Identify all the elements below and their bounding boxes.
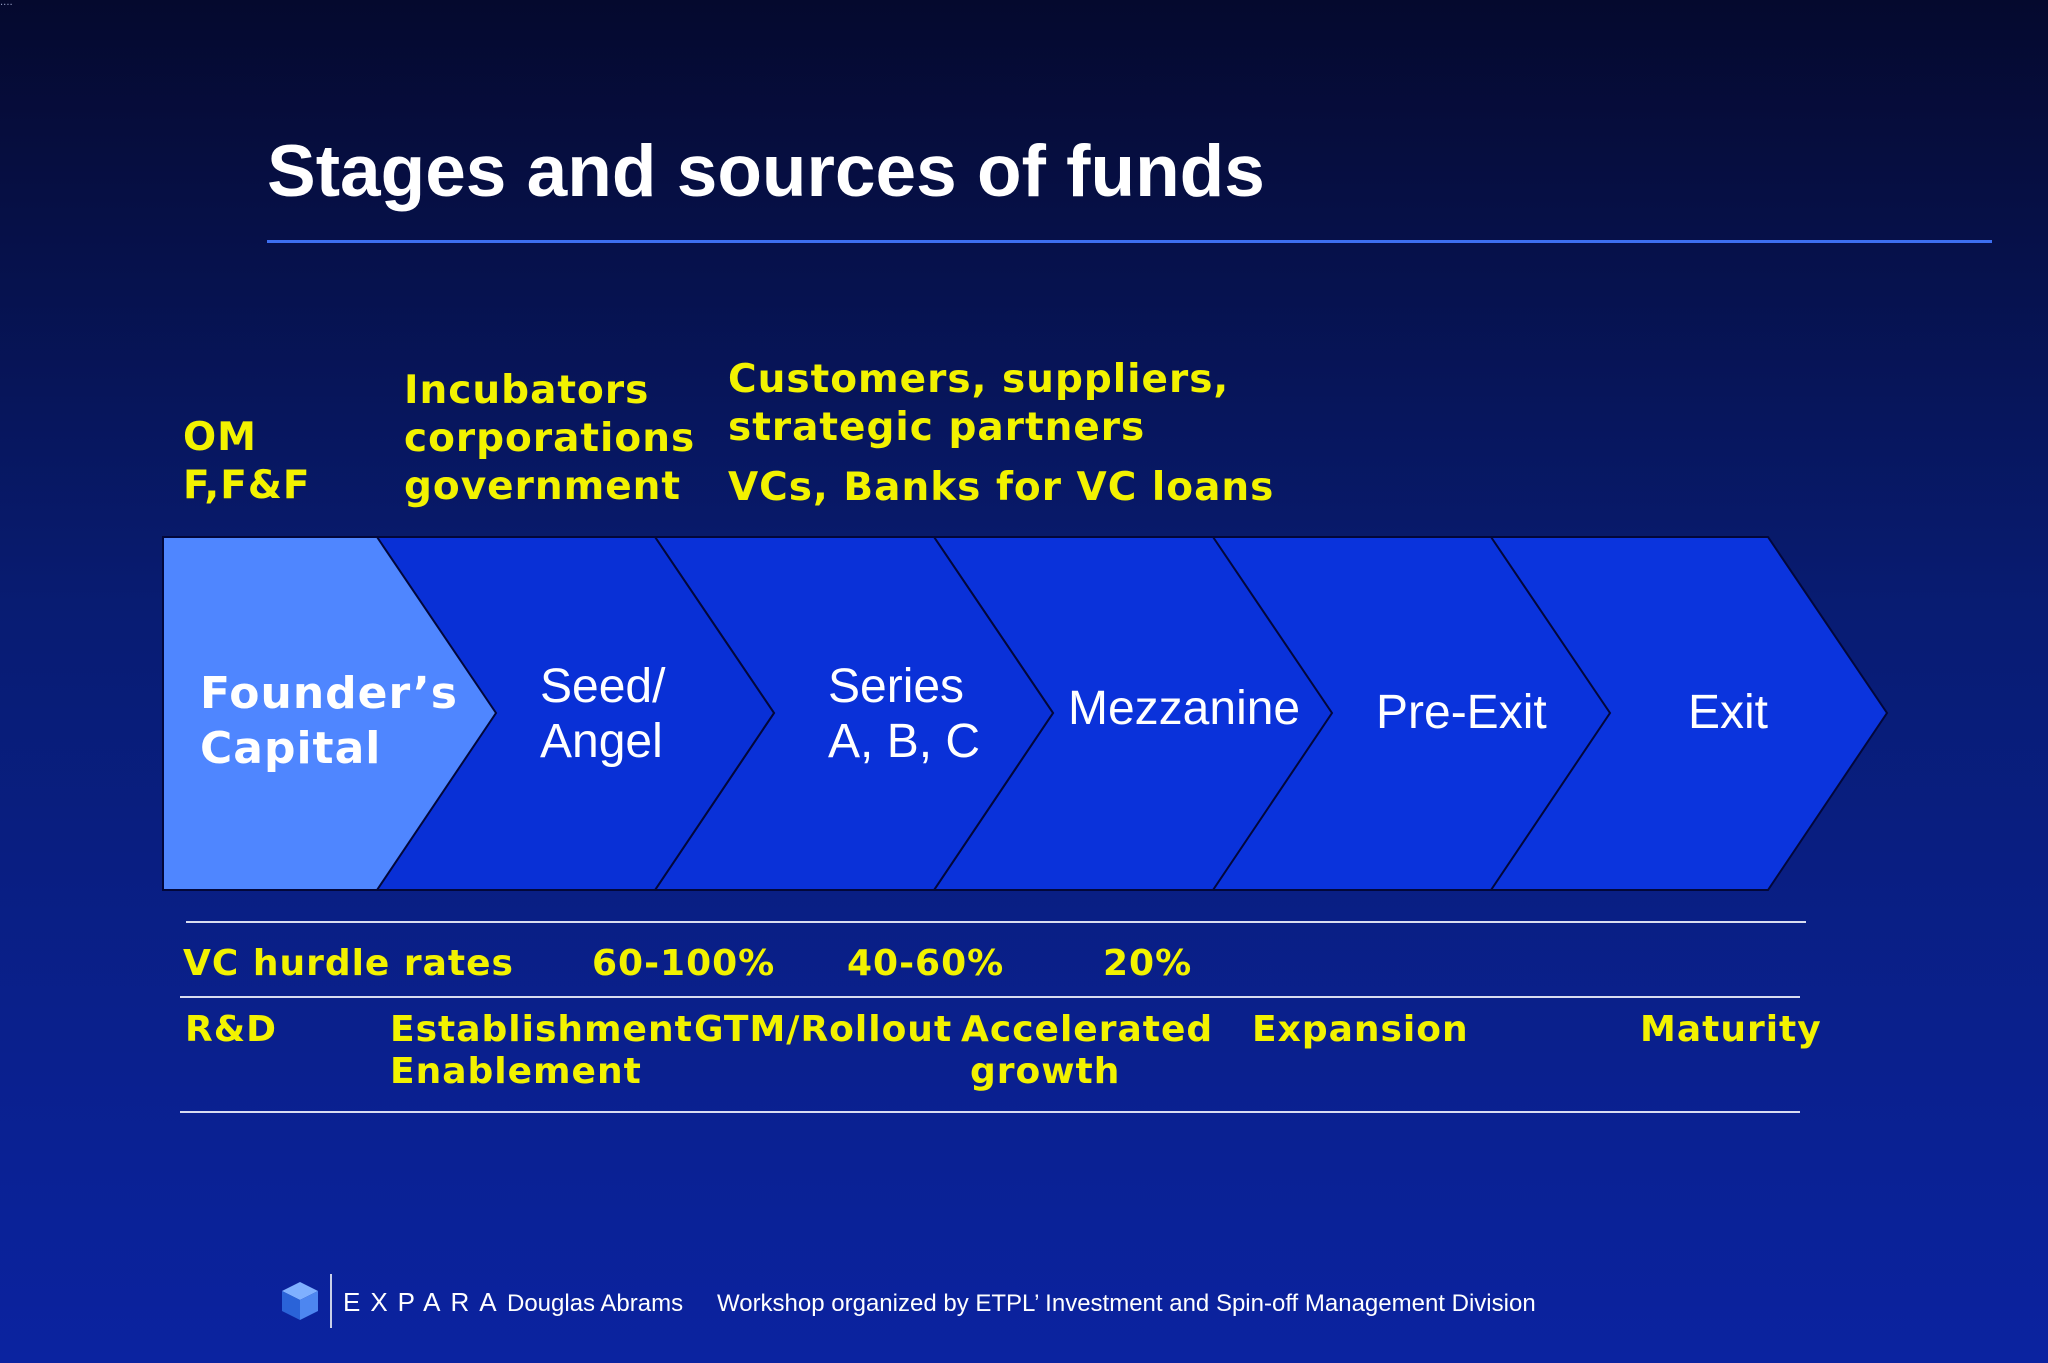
rule-middle bbox=[180, 996, 1800, 998]
phase-maturity: Maturity bbox=[1640, 1009, 1822, 1050]
source-corporations: corporations bbox=[404, 416, 696, 461]
cube-logo-icon bbox=[282, 1282, 318, 1320]
corner-mark: ···· bbox=[0, 0, 13, 11]
source-strategic-partners: strategic partners bbox=[728, 405, 1146, 450]
stage-seed-angel: Seed/ Angel bbox=[540, 659, 665, 769]
phase-establishment-line2: Enablement bbox=[390, 1051, 642, 1092]
phase-rd: R&D bbox=[185, 1009, 277, 1050]
source-incubators: Incubators bbox=[404, 368, 650, 413]
phase-establishment: Establishment Enablement bbox=[390, 1008, 693, 1093]
footer-author: Douglas Abrams bbox=[507, 1290, 684, 1317]
chevron-founders-capital bbox=[162, 536, 498, 891]
stage-founders-line2: Capital bbox=[200, 723, 382, 774]
source-vcs-banks: VCs, Banks for VC loans bbox=[728, 465, 1275, 510]
sources-column-3: Customers, suppliers, strategic partners… bbox=[728, 356, 1274, 512]
sources-column-1: OM F,F&F bbox=[183, 414, 310, 510]
hurdle-rate-mezzanine: 20% bbox=[1103, 943, 1193, 984]
phase-expansion: Expansion bbox=[1252, 1009, 1469, 1050]
hurdle-rate-seed: 60-100% bbox=[592, 943, 776, 984]
phase-gtm: GTM/Rollout bbox=[694, 1009, 953, 1050]
hurdle-rate-series: 40-60% bbox=[847, 943, 1005, 984]
stage-series-line2: A, B, C bbox=[828, 715, 981, 768]
stage-series: Series A, B, C bbox=[828, 659, 980, 769]
rule-top bbox=[186, 921, 1806, 923]
phase-accelerated: Accelerated growth bbox=[961, 1008, 1213, 1093]
phase-establishment-line1: Establishment bbox=[390, 1009, 693, 1050]
stage-pre-exit: Pre-Exit bbox=[1376, 686, 1547, 739]
stage-mezzanine: Mezzanine bbox=[1068, 682, 1301, 735]
footer-divider bbox=[330, 1274, 332, 1328]
stage-exit: Exit bbox=[1688, 686, 1769, 739]
stage-founders-line1: Founder’s bbox=[200, 668, 458, 719]
source-fff: F,F&F bbox=[183, 463, 311, 508]
phase-accelerated-line1: Accelerated bbox=[961, 1009, 1214, 1050]
hurdle-label: VC hurdle rates bbox=[183, 943, 514, 984]
title-underline bbox=[267, 240, 1992, 243]
source-customers: Customers, suppliers, bbox=[728, 357, 1230, 402]
stage-seed-line1: Seed/ bbox=[540, 660, 666, 713]
footer-workshop: Workshop organized by ETPL’ Investment a… bbox=[717, 1290, 1536, 1317]
footer-brand: EXPARA bbox=[343, 1287, 507, 1317]
phase-accelerated-line2: growth bbox=[970, 1051, 1121, 1092]
rule-bottom bbox=[180, 1111, 1800, 1113]
sources-column-2: Incubators corporations government bbox=[404, 367, 695, 511]
source-om: OM bbox=[183, 415, 257, 460]
stage-seed-line2: Angel bbox=[540, 715, 663, 768]
slide-title: Stages and sources of funds bbox=[267, 131, 1265, 212]
stage-founders-capital: Founder’s Capital bbox=[200, 666, 458, 776]
stage-series-line1: Series bbox=[828, 660, 965, 713]
source-government: government bbox=[404, 464, 682, 509]
